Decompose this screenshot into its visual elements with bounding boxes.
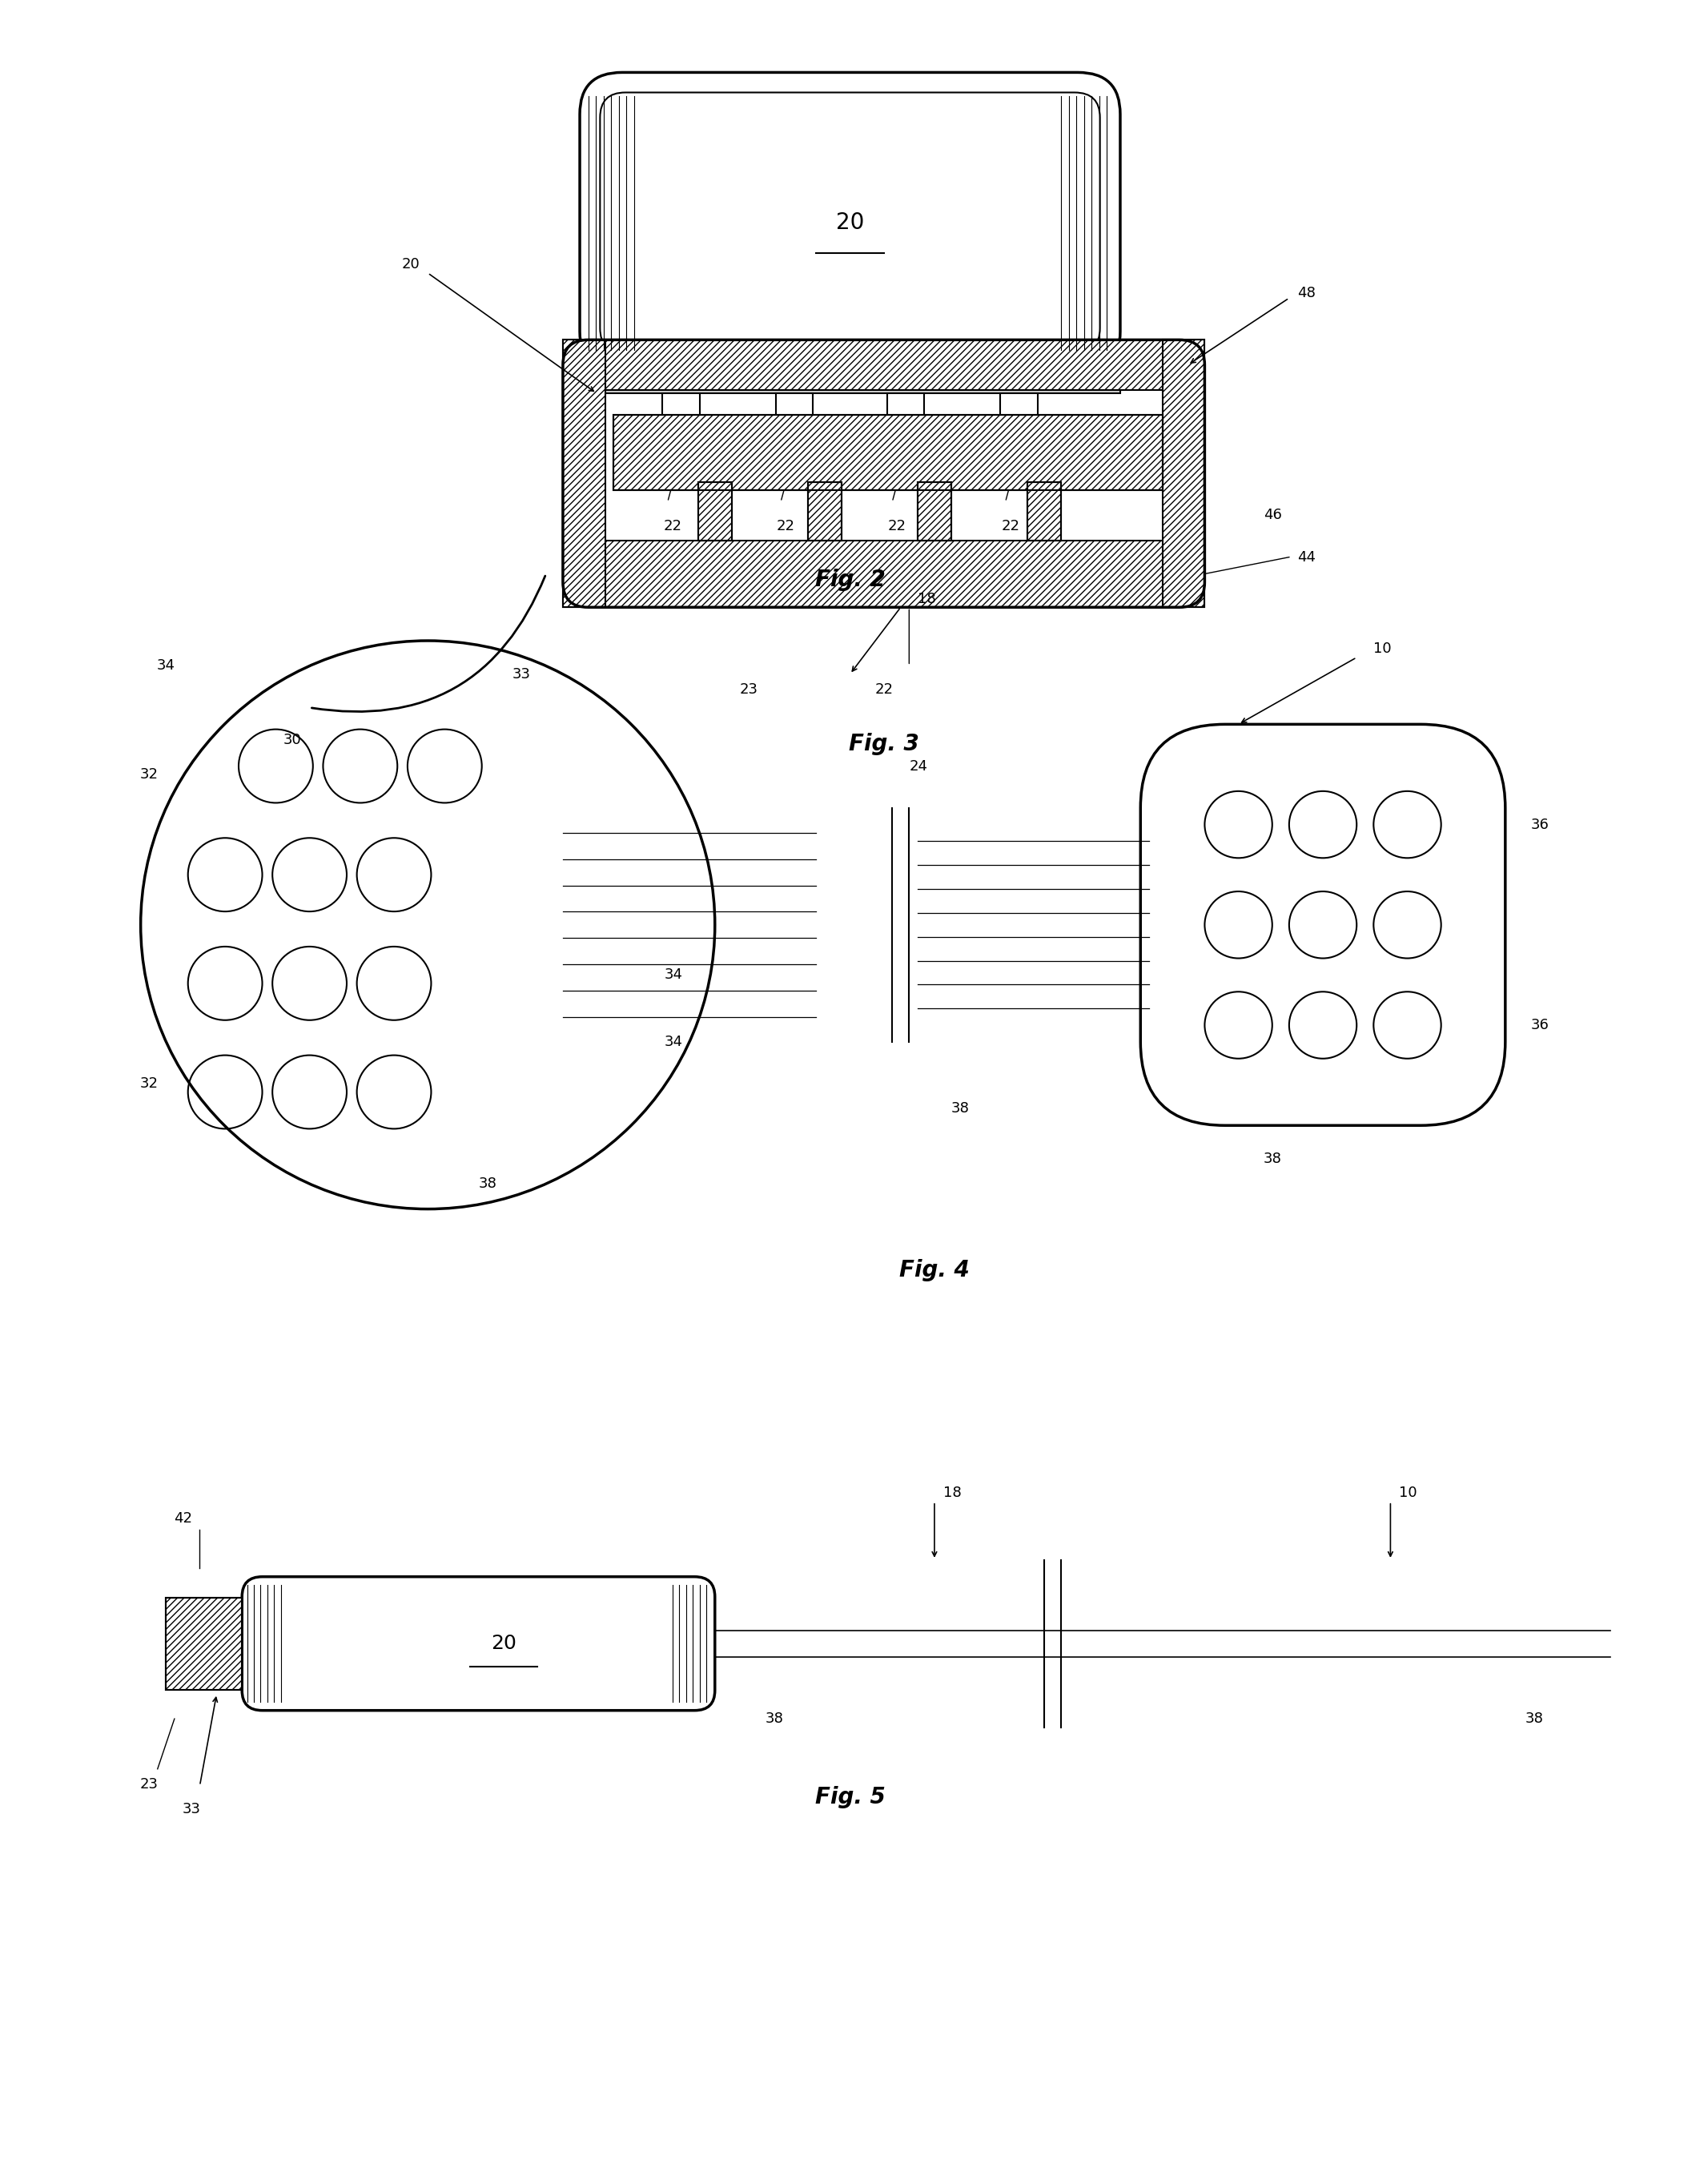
Text: 20: 20 — [491, 1634, 517, 1653]
Bar — [167, 1599, 241, 1690]
Text: 23: 23 — [139, 1778, 158, 1791]
FancyBboxPatch shape — [600, 92, 1100, 354]
Text: 42: 42 — [173, 1511, 192, 1524]
Text: 44: 44 — [1297, 550, 1316, 563]
Bar — [699, 483, 731, 539]
Bar — [808, 483, 842, 539]
Text: 32: 32 — [139, 767, 158, 782]
Text: 38: 38 — [952, 1101, 969, 1116]
Bar — [887, 393, 925, 443]
FancyBboxPatch shape — [580, 72, 1120, 373]
Text: 22: 22 — [887, 518, 906, 533]
Bar — [563, 539, 1205, 607]
Text: 22: 22 — [777, 518, 796, 533]
Bar — [1027, 483, 1061, 539]
Text: Fig. 3: Fig. 3 — [848, 732, 920, 756]
Bar — [614, 415, 1163, 489]
Text: 46: 46 — [1263, 509, 1282, 522]
Bar — [563, 341, 605, 607]
Text: 30: 30 — [284, 732, 303, 747]
Text: 33: 33 — [512, 666, 530, 681]
Text: 24: 24 — [910, 758, 928, 773]
Bar — [1163, 341, 1205, 607]
Text: 34: 34 — [665, 1035, 683, 1048]
Bar — [808, 483, 842, 539]
Bar — [614, 415, 1163, 489]
Text: 32: 32 — [139, 1077, 158, 1090]
Text: 33: 33 — [182, 1802, 201, 1817]
Bar — [563, 341, 1205, 391]
Text: 38: 38 — [478, 1177, 496, 1190]
Text: Fig. 5: Fig. 5 — [814, 1787, 886, 1808]
Text: 38: 38 — [1525, 1712, 1544, 1725]
Text: 36: 36 — [1530, 1018, 1549, 1033]
Text: 34: 34 — [156, 660, 175, 673]
Text: 20: 20 — [401, 258, 420, 271]
FancyBboxPatch shape — [241, 1577, 716, 1710]
Bar — [1000, 393, 1037, 443]
Bar — [699, 483, 731, 539]
FancyBboxPatch shape — [1141, 725, 1504, 1125]
Text: Fig. 2: Fig. 2 — [814, 568, 886, 592]
Bar — [663, 393, 700, 443]
Bar — [1027, 483, 1061, 539]
Bar — [580, 369, 1120, 393]
Bar — [167, 1599, 241, 1690]
Text: 10: 10 — [1374, 642, 1392, 655]
Text: 34: 34 — [665, 968, 683, 983]
Text: 48: 48 — [1297, 286, 1316, 299]
Text: 38: 38 — [765, 1712, 784, 1725]
Text: 10: 10 — [1399, 1485, 1418, 1500]
Text: Fig. 4: Fig. 4 — [899, 1260, 969, 1282]
Text: 23: 23 — [740, 681, 758, 697]
Bar — [918, 483, 952, 539]
Text: 38: 38 — [1263, 1151, 1282, 1166]
Text: 22: 22 — [874, 681, 892, 697]
Text: 18: 18 — [944, 1485, 960, 1500]
Text: 18: 18 — [918, 592, 935, 607]
Text: 22: 22 — [1001, 518, 1020, 533]
Text: 36: 36 — [1530, 817, 1549, 832]
Bar — [775, 393, 813, 443]
Bar — [918, 483, 952, 539]
Text: 20: 20 — [836, 212, 864, 234]
Text: 22: 22 — [663, 518, 682, 533]
